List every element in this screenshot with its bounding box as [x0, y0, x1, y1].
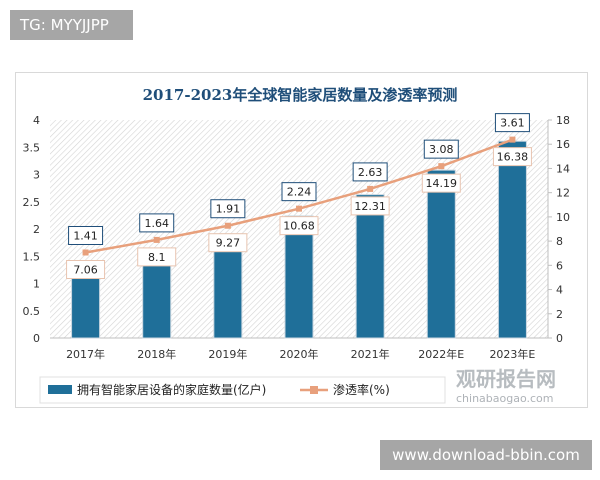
y-left-tick-label: 3: [33, 169, 40, 182]
bar: [497, 140, 527, 339]
line-marker: [153, 236, 160, 243]
line-value-box: [350, 196, 390, 216]
line-marker: [509, 136, 516, 143]
y-left-tick-label: 1: [33, 278, 40, 291]
y-right-tick-label: 8: [556, 235, 563, 248]
x-tick-label: 2020年: [280, 347, 319, 361]
brand-domain: chinabaogao.com: [456, 392, 554, 405]
line-value-box: [279, 216, 319, 236]
y-right-tick-label: 6: [556, 259, 563, 272]
bar-value-box: [139, 213, 175, 233]
line-value-label: 12.31: [354, 200, 386, 213]
bar-value-box: [494, 113, 530, 133]
chart-title: 2017-2023年全球智能家居数量及渗透率预测: [142, 86, 458, 104]
y-right-tick-label: 10: [556, 211, 570, 224]
legend-line-label: 渗透率(%): [333, 382, 390, 397]
y-left-tick-label: 3.5: [23, 141, 41, 154]
legend-line-marker: [310, 386, 318, 394]
bar-value-label: 2.63: [358, 166, 383, 179]
line-value-label: 14.19: [426, 177, 458, 190]
bar-value-box: [423, 139, 459, 159]
y-right-tick-label: 16: [556, 138, 570, 151]
x-tick-label: 2018年: [137, 347, 176, 361]
y-right-tick-label: 12: [556, 187, 570, 200]
line-value-box: [137, 247, 177, 267]
y-left-tick-label: 4: [33, 114, 40, 127]
line-marker: [224, 222, 231, 229]
bar-value-label: 1.91: [216, 203, 241, 216]
x-tick-label: 2021年: [351, 347, 390, 361]
y-left-tick-label: 0: [33, 332, 40, 345]
bar-value-label: 3.08: [429, 143, 454, 156]
line-value-label: 16.38: [497, 151, 529, 164]
bar: [426, 169, 456, 339]
line-value-label: 7.06: [73, 263, 98, 276]
x-tick-label: 2017年: [66, 347, 105, 361]
line-value-box: [492, 147, 532, 167]
line-marker: [438, 163, 445, 170]
x-tick-label: 2022年E: [418, 347, 464, 361]
y-right-tick-label: 18: [556, 114, 570, 127]
legend: [39, 376, 446, 404]
y-right-tick-label: 0: [556, 332, 563, 345]
line-value-box: [421, 173, 461, 193]
y-left-tick-label: 2: [33, 223, 40, 236]
x-tick-label: 2019年: [208, 347, 247, 361]
bar-value-label: 1.64: [144, 217, 169, 230]
bar: [284, 215, 314, 339]
y-right-tick-label: 2: [556, 308, 563, 321]
bar: [355, 194, 385, 339]
bar-value-box: [68, 225, 104, 245]
line-value-label: 8.1: [148, 251, 166, 264]
line-value-label: 9.27: [216, 237, 241, 250]
line-marker: [367, 185, 374, 192]
brand-logo: 观研报告网: [456, 367, 556, 391]
bar-value-box: [352, 162, 388, 182]
y-left-tick-label: 1.5: [23, 250, 41, 263]
x-tick-label: 2023年E: [489, 347, 535, 361]
bar-value-label: 2.24: [287, 186, 312, 199]
tag-label: TG: MYYJJPP: [10, 10, 133, 40]
legend-bar-label: 拥有智能家居设备的家庭数量(亿户): [77, 382, 266, 397]
line-marker: [82, 249, 89, 256]
line-value-box: [66, 259, 106, 279]
line-value-label: 10.68: [283, 220, 315, 233]
line-marker: [296, 205, 302, 212]
y-left-tick-label: 0.5: [23, 305, 41, 318]
y-right-tick-label: 4: [556, 284, 563, 297]
chart-frame: [15, 72, 588, 408]
line-value-box: [208, 233, 248, 253]
y-left-tick-label: 2.5: [23, 196, 41, 209]
legend-bar-swatch: [48, 385, 72, 394]
bar-value-label: 1.41: [73, 229, 98, 242]
y-right-tick-label: 14: [556, 162, 570, 175]
bar-value-box: [210, 199, 246, 219]
bar-value-label: 3.61: [500, 117, 525, 130]
bar-value-box: [281, 182, 317, 202]
watermark: www.download-bbin.com: [380, 440, 592, 470]
